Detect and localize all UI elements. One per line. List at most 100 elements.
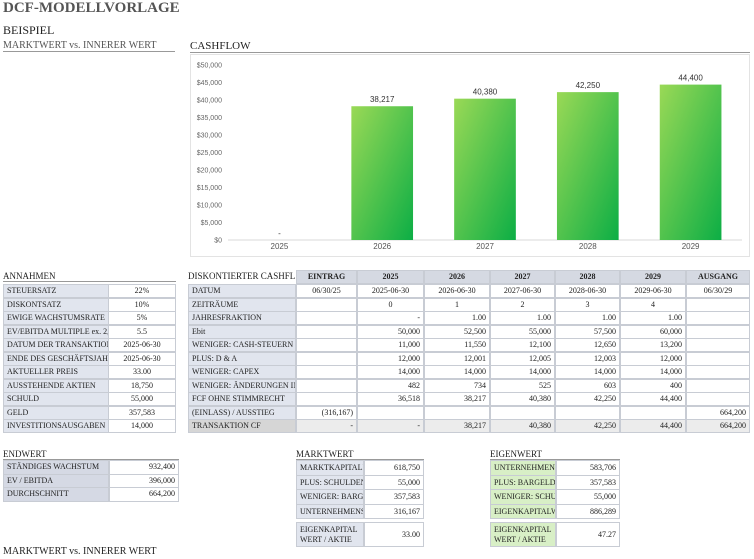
- cell: 38,217: [424, 419, 490, 433]
- cell: 2025-06-30: [108, 338, 176, 352]
- x-tick-label: 2029: [682, 242, 700, 251]
- cell: -: [357, 419, 424, 433]
- cell: STEUERSATZ: [3, 284, 109, 298]
- cell: (316,167): [296, 405, 357, 420]
- y-tick-label: $15,000: [197, 185, 222, 192]
- cell: 2027: [490, 270, 555, 284]
- cell: 12,005: [490, 351, 555, 366]
- cell: 57,500: [555, 324, 620, 339]
- cell: 12,650: [555, 338, 620, 352]
- cell: 10%: [108, 297, 176, 312]
- data-label: -: [278, 229, 281, 238]
- cell: 400: [620, 378, 686, 393]
- data-label: 42,250: [576, 81, 601, 90]
- data-label: 44,400: [678, 74, 703, 83]
- cell: 12,100: [490, 338, 555, 352]
- cell: PLUS: SCHULDEN: [296, 474, 364, 490]
- cell: 12,000: [620, 351, 686, 366]
- bar: [659, 84, 722, 240]
- cell: ENDE DES GESCHÄFTSJAHRES: [3, 351, 109, 366]
- cell: 06/30/25: [296, 284, 357, 298]
- cell: 33.00: [364, 522, 424, 547]
- cell: 11,550: [424, 338, 490, 352]
- cell: 12,003: [555, 351, 620, 366]
- cell: 482: [357, 378, 424, 393]
- cell: 13,200: [620, 338, 686, 352]
- cell: 357,583: [556, 474, 620, 490]
- bar: [556, 92, 619, 240]
- cell: UNTERNEHMENS: [490, 460, 556, 476]
- section-title: MARKTWERT vs. INNERER WERT: [3, 40, 175, 52]
- cell: 55,000: [108, 392, 176, 406]
- cell: 396,000: [109, 473, 179, 488]
- cell: EIGENKAPITAL WERT / AKTIE: [296, 522, 364, 547]
- chart-title: CASHFLOW: [190, 40, 750, 53]
- cell: 14,000: [357, 365, 424, 379]
- y-tick-label: $35,000: [197, 115, 222, 122]
- cell: 55,000: [490, 324, 555, 339]
- cell: 1: [424, 297, 490, 312]
- cell: FCF OHNE STIMMRECHT: [188, 392, 296, 406]
- cell: 40,380: [490, 392, 555, 406]
- cell: 1.00: [490, 311, 555, 325]
- cell: SCHULD: [3, 392, 109, 406]
- cell: 4: [620, 297, 686, 312]
- cell: [357, 405, 424, 420]
- cell: 3: [555, 297, 620, 312]
- cell: 42,250: [555, 419, 620, 433]
- cell: PLUS: BARGELD: [490, 474, 556, 490]
- cell: [686, 392, 750, 406]
- cell: 60,000: [620, 324, 686, 339]
- cell: 664,200: [686, 405, 750, 420]
- bar: [351, 106, 414, 240]
- cell: 2025-06-30: [108, 351, 176, 366]
- table-title: ENDWERT: [3, 449, 179, 460]
- cell: STÄNDIGES WACHSTUM: [3, 460, 109, 475]
- cell: 2029-06-30: [620, 284, 686, 298]
- cell: 18,750: [108, 378, 176, 393]
- cell: 44,400: [620, 392, 686, 406]
- cell: [296, 392, 357, 406]
- cell: 664,200: [686, 419, 750, 433]
- cell: 525: [490, 378, 555, 393]
- cell: 14,000: [424, 365, 490, 379]
- cell: 357,583: [364, 489, 424, 505]
- cell: PLUS: D & A: [188, 351, 296, 366]
- footer-title: MARKTWERT vs. INNERER WERT: [3, 546, 157, 557]
- cell: 1.00: [424, 311, 490, 325]
- cell: AUSSTEHENDE AKTIEN: [3, 378, 109, 393]
- cell: 50,000: [357, 324, 424, 339]
- cell: WENIGER: ÄNDERUNGEN IN DER NWC: [188, 378, 296, 393]
- cell: 2: [490, 297, 555, 312]
- cell: ZEITRÄUME: [188, 297, 296, 312]
- subtitle: BEISPIEL: [3, 23, 55, 37]
- cell: Ebit: [188, 324, 296, 339]
- cell: 1.00: [555, 311, 620, 325]
- y-tick-label: $45,000: [197, 80, 222, 87]
- cell: WENIGER: CAPEX: [188, 365, 296, 379]
- y-tick-label: $10,000: [197, 203, 222, 210]
- bar: [454, 98, 516, 240]
- cell: 664,200: [109, 487, 179, 502]
- table-title: MARKTWERT: [296, 449, 424, 460]
- cell: EV/EBITDA MULTIPLE ex. 2,5x: [3, 324, 109, 339]
- x-tick-label: 2025: [271, 242, 289, 251]
- y-tick-label: $30,000: [197, 133, 222, 140]
- chart: $0 $5,000 $10,000 $15,000 $20,000 $25,000 $30,…: [190, 54, 750, 257]
- cell: 11,000: [357, 338, 424, 352]
- cell: [296, 297, 357, 312]
- cell: [686, 351, 750, 366]
- y-tick-label: $25,000: [197, 150, 222, 157]
- y-tick-label: $0: [214, 238, 222, 245]
- cell: MARKTKAPITALIS: [296, 460, 364, 476]
- cell: 932,400: [109, 460, 179, 475]
- cell: TRANSAKTION CF: [188, 419, 296, 433]
- cell: WENIGER: BARGE: [296, 489, 364, 505]
- cell: 2028-06-30: [555, 284, 620, 298]
- cell: DATUM DER TRANSAKTION: [3, 338, 109, 352]
- cell: 886,289: [556, 503, 620, 519]
- cell: [620, 405, 686, 420]
- cell: 06/30/29: [686, 284, 750, 298]
- cell: [555, 405, 620, 420]
